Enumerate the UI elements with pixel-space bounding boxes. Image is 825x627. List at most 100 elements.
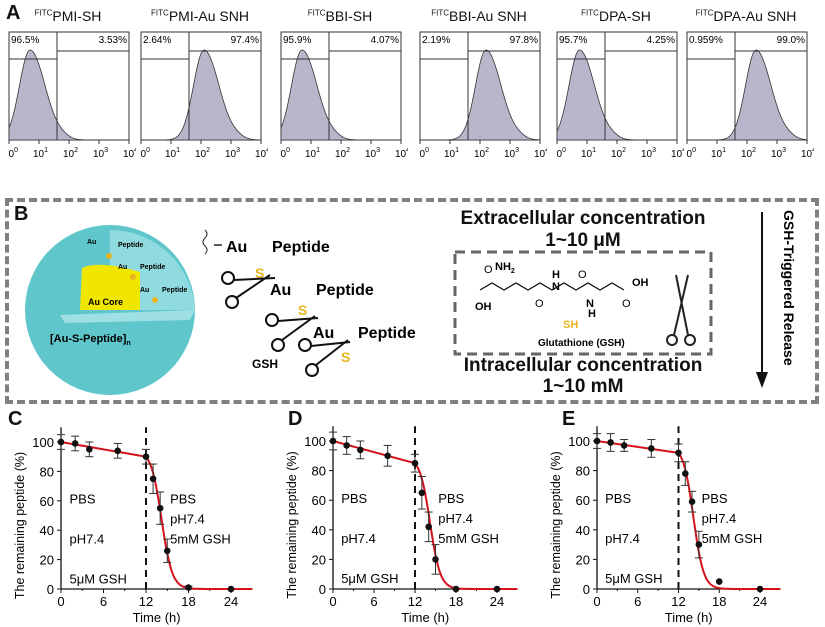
- tick-base: 10: [123, 149, 135, 160]
- data-point: [593, 437, 601, 445]
- histogram-area: [687, 49, 808, 141]
- data-point: [493, 585, 501, 593]
- tick-exponent: 2: [346, 147, 350, 154]
- panel-label-b: B: [14, 203, 29, 225]
- x-tick-label: 103: [225, 147, 240, 160]
- tick-exponent: 1: [176, 147, 180, 154]
- data-point: [384, 452, 391, 460]
- tick-exponent: 3: [236, 147, 240, 154]
- data-point: [620, 442, 628, 449]
- tick-base: 10: [671, 149, 683, 160]
- condition-note-right: 5mM GSH: [170, 532, 231, 547]
- flow-histogram: 2.64%97.4%100101102103104: [140, 31, 268, 160]
- x-tick-label: 101: [711, 147, 726, 160]
- svg-text:O: O: [622, 298, 631, 310]
- panel-label-a: A: [6, 2, 21, 24]
- y-axis-label: The remaining peptide (%): [549, 451, 563, 598]
- svg-text:Au: Au: [118, 264, 127, 271]
- data-point: [425, 523, 432, 531]
- histogram-area: [141, 49, 262, 141]
- x-tick-label: 100: [140, 147, 150, 160]
- x-tick-label: 103: [504, 147, 519, 160]
- condition-note-right: pH7.4: [438, 511, 473, 526]
- x-tick-label: 18: [181, 594, 195, 609]
- gate-left-percent: 95.9%: [283, 35, 311, 46]
- y-tick-label: 20: [576, 552, 590, 567]
- gate-right-percent: 4.25%: [647, 35, 675, 46]
- svg-text:O: O: [578, 269, 587, 281]
- gate-left-percent: 2.64%: [143, 35, 171, 46]
- data-point: [695, 541, 703, 548]
- extracellular-value: 1~10 μM: [545, 230, 621, 251]
- condition-note-right: PBS: [170, 492, 196, 507]
- tick-base: 10: [395, 149, 407, 160]
- data-point: [227, 585, 235, 593]
- tick-exponent: 1: [722, 147, 726, 154]
- x-tick-label: 18: [712, 594, 726, 609]
- flow-histogram: 2.19%97.8%100101102103104: [419, 31, 547, 160]
- histogram-title: FITCDPA-SH: [546, 8, 686, 24]
- x-tick-label: 101: [33, 147, 48, 160]
- tick-base: 10: [255, 149, 267, 160]
- x-tick-label: 6: [370, 594, 377, 609]
- x-tick-label: 6: [634, 594, 641, 609]
- x-tick-label: 102: [474, 147, 489, 160]
- x-tick-label: 104: [534, 147, 547, 160]
- x-tick-label: 100: [419, 147, 429, 160]
- arrow-down-icon: [756, 372, 768, 388]
- tick-exponent: 3: [104, 147, 108, 154]
- svg-text:H: H: [552, 269, 560, 281]
- tick-base: 10: [365, 149, 377, 160]
- y-tick-label: 0: [583, 582, 590, 597]
- glutathione-structure: OH O NH2 O H N O N H O OH SH Glutathione…: [475, 261, 696, 349]
- tick-exponent: 1: [455, 147, 459, 154]
- panel-label-d: D: [288, 408, 303, 430]
- tick-exponent: 1: [592, 147, 596, 154]
- tick-exponent: 4: [134, 147, 136, 154]
- tick-base: 10: [534, 149, 546, 160]
- x-tick-label: 103: [365, 147, 380, 160]
- tick-base: 10: [195, 149, 207, 160]
- data-point: [343, 442, 350, 449]
- x-tick-label: 104: [123, 147, 136, 160]
- fitc-superscript: FITC: [307, 8, 326, 18]
- fitc-superscript: FITC: [151, 8, 169, 18]
- histogram-title: FITCBBI-Au SNH: [409, 8, 549, 24]
- svg-text:SH: SH: [563, 319, 578, 331]
- tick-exponent: 4: [266, 147, 268, 154]
- y-tick-label: 80: [40, 464, 54, 479]
- x-tick-label: 12: [408, 594, 422, 609]
- data-point: [185, 584, 192, 591]
- x-tick-label: 100: [686, 147, 696, 160]
- histogram-area: [420, 49, 541, 141]
- svg-text:Peptide: Peptide: [118, 242, 143, 249]
- data-point: [681, 470, 689, 477]
- histogram-title-text: BBI-Au SNH: [448, 8, 527, 24]
- tick-base: 10: [444, 149, 456, 160]
- condition-note-right: 5mM GSH: [702, 531, 763, 546]
- x-tick-label: 104: [671, 147, 684, 160]
- cleavage-chain: Au Peptide S Au Peptide S Au Peptide S G…: [202, 229, 416, 377]
- y-tick-label: 40: [40, 523, 54, 538]
- fitc-superscript: FITC: [695, 8, 714, 18]
- svg-text:Peptide: Peptide: [316, 282, 374, 299]
- panel-label-e: E: [562, 408, 576, 430]
- data-point: [675, 449, 682, 457]
- glutathione-label: Glutathione (GSH): [538, 338, 625, 349]
- x-tick-label: 24: [490, 594, 504, 609]
- y-tick-label: 20: [312, 552, 326, 567]
- tick-base: 10: [741, 149, 753, 160]
- tick-exponent: 0: [425, 147, 429, 154]
- tick-base: 10: [711, 149, 723, 160]
- y-axis-label: The remaining peptide (%): [285, 451, 299, 598]
- histogram-title-text: DPA-SH: [598, 8, 651, 24]
- gate-left-percent: 95.7%: [559, 35, 587, 46]
- tick-base: 10: [335, 149, 347, 160]
- tick-base: 10: [8, 149, 15, 160]
- scissors-icon: [221, 271, 276, 309]
- flow-histogram: 0.959%99.0%100101102103104: [686, 31, 814, 160]
- x-tick-label: 0: [57, 594, 64, 609]
- histogram-title: FITCPMI-SH: [0, 8, 138, 24]
- x-tick-label: 104: [255, 147, 268, 160]
- x-tick-label: 12: [139, 594, 153, 609]
